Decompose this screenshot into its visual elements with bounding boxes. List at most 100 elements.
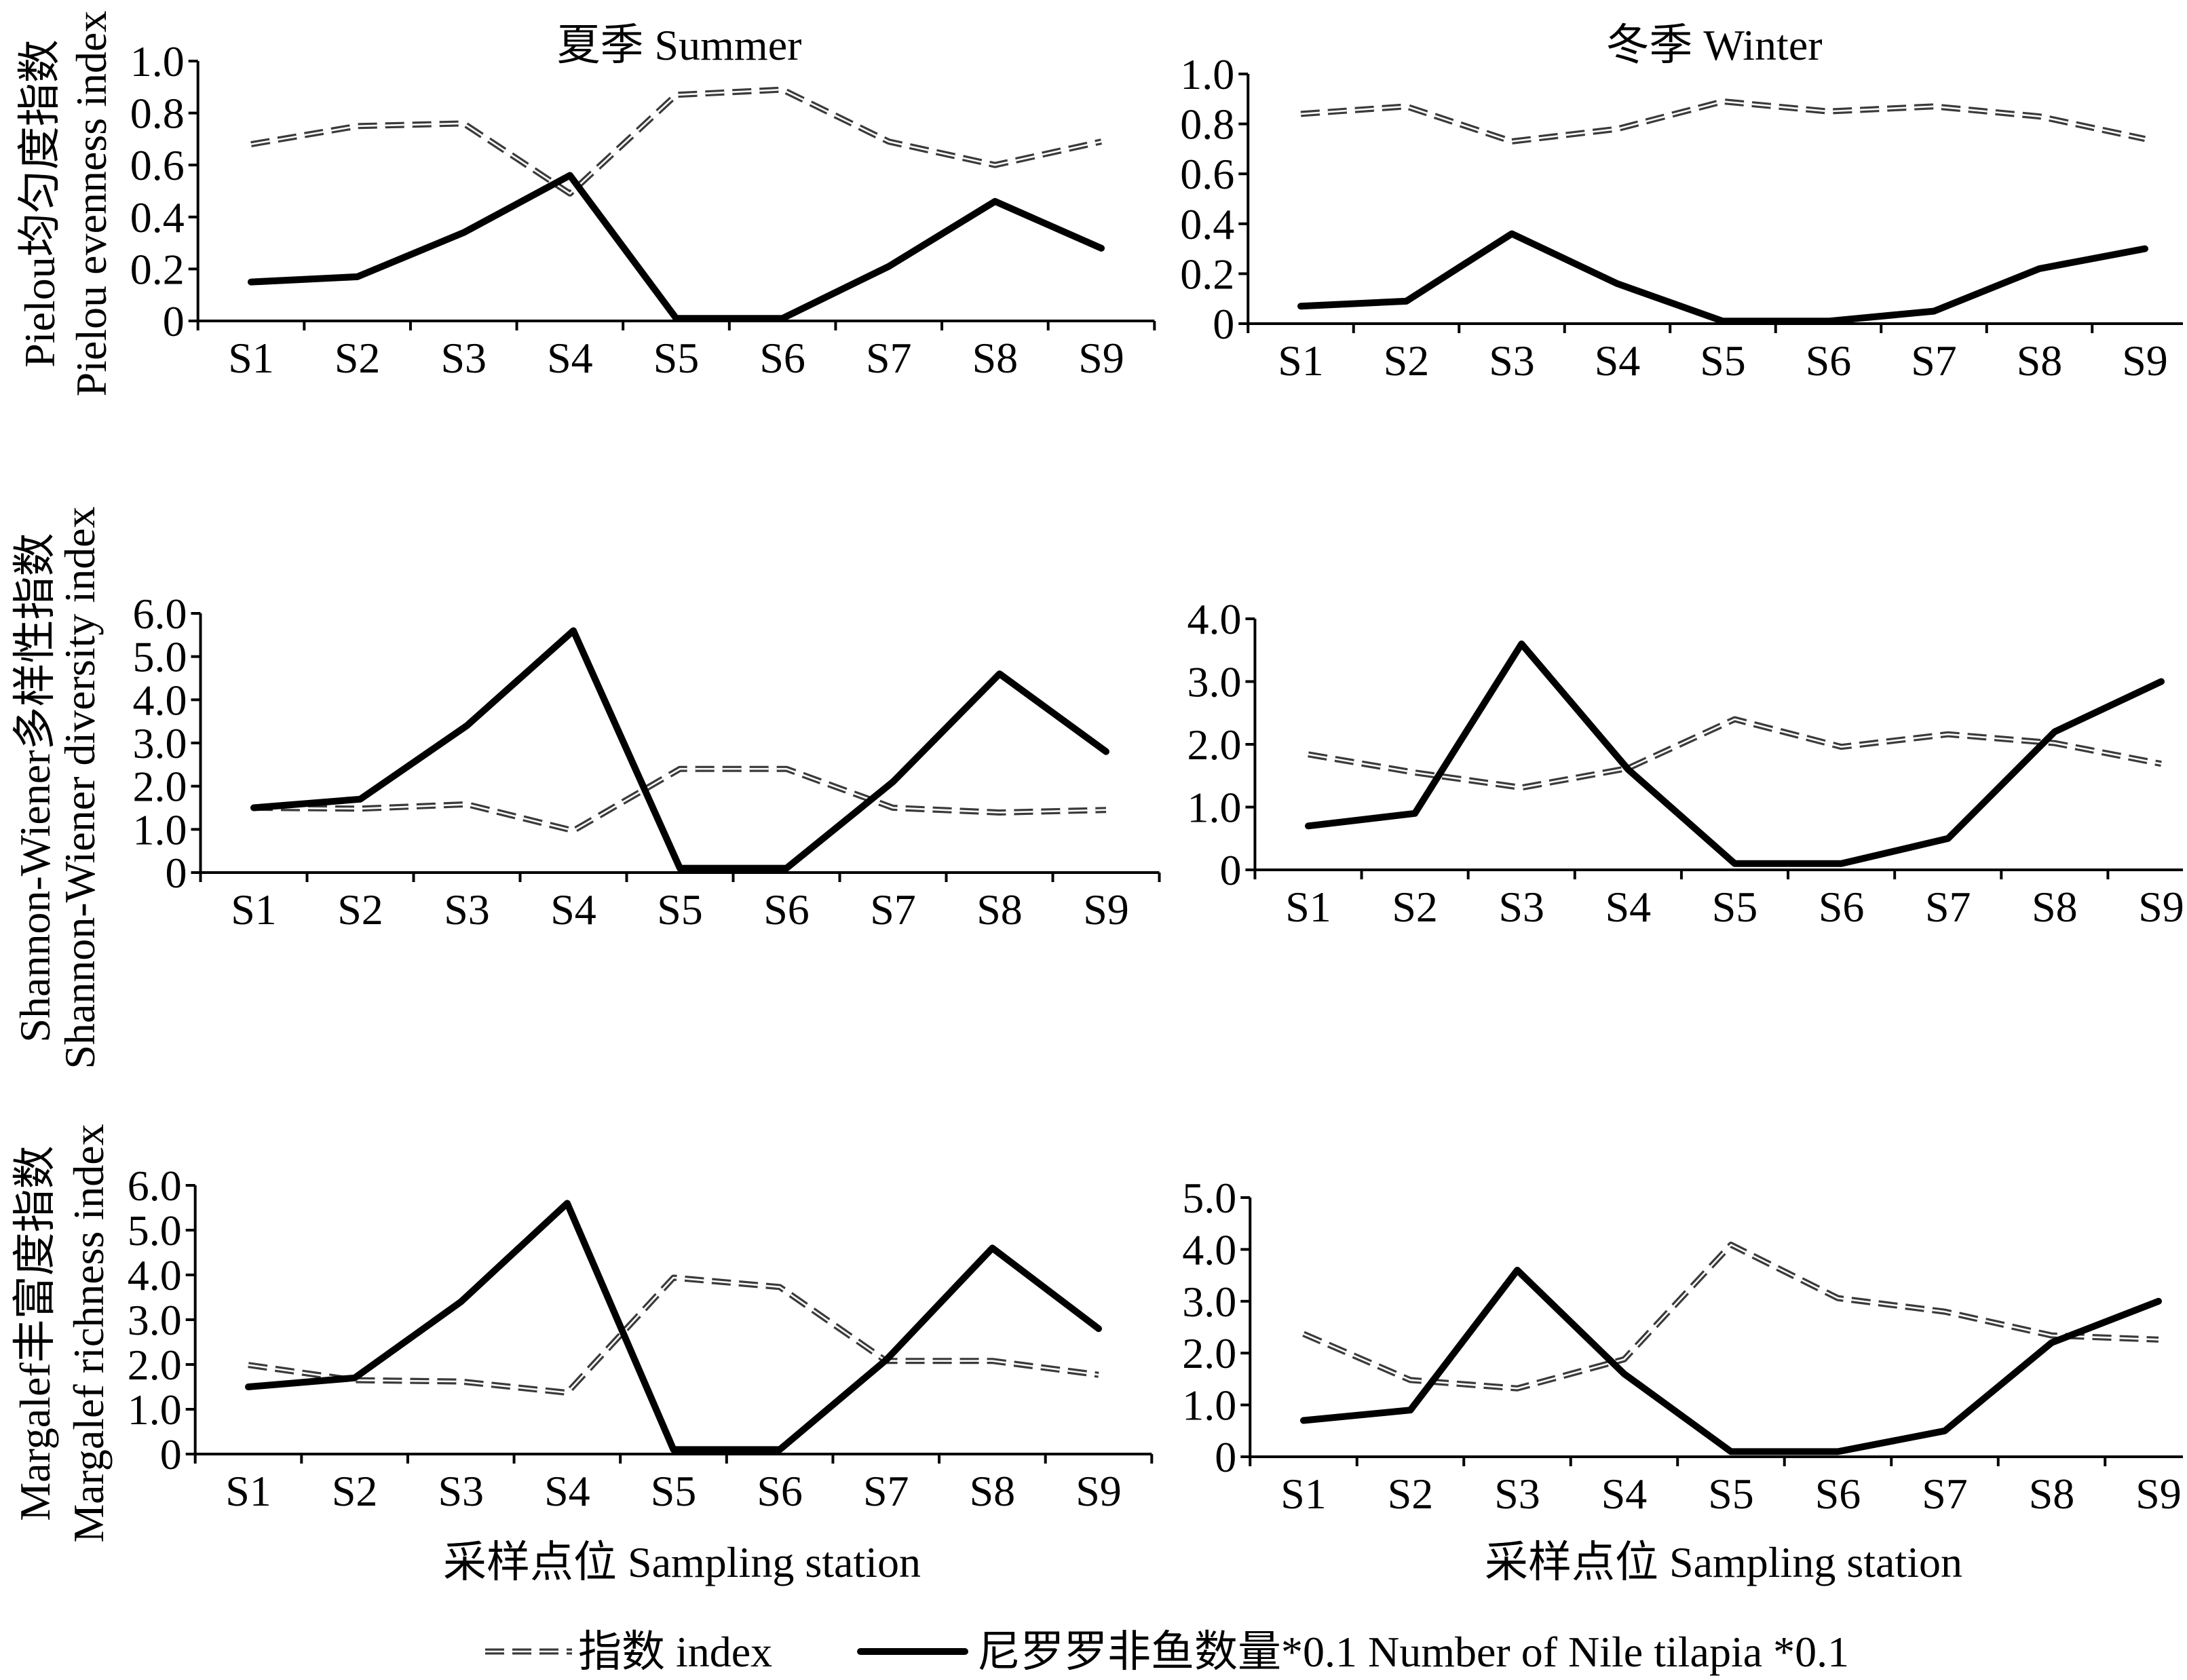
x-axis-title-summer: 采样点位 Sampling station [443, 1538, 921, 1586]
winter-shannon-x-tick-label: S1 [1285, 883, 1331, 931]
summer-pielou-x-tick-label: S1 [228, 334, 274, 382]
winter-margalef-x-tick-label: S6 [1815, 1470, 1861, 1518]
summer-margalef-panel: 01.02.03.04.05.06.0 S1 S2 S3 S4 S5 S6 S7 S8 S9 [128, 1162, 1154, 1515]
winter-pielou-index-point-s6 [1825, 107, 1833, 115]
winter-shannon-y-tick-label: 2.0 [1187, 721, 1241, 769]
winter-margalef-x-tick-label: S8 [2029, 1470, 2075, 1518]
summer-margalef-y-tick-label: 0 [160, 1430, 182, 1478]
summer-shannon-x-tick-label: S2 [337, 885, 383, 934]
winter-pielou-y-tick-label: 1.0 [1180, 50, 1234, 98]
y-axis-title-shannon-line-1: Shannon-Wiener多样性指数 [11, 533, 59, 1042]
summer-margalef-y-tick-label: 2.0 [128, 1341, 182, 1389]
winter-margalef-y-tick-label: 2.0 [1182, 1329, 1236, 1377]
summer-pielou-y-tick-label: 1.0 [130, 37, 185, 85]
winter-shannon-x-tick-label: S8 [2032, 883, 2078, 931]
summer-pielou-y-tick-label: 0.8 [130, 90, 185, 138]
winter-pielou-x-tick-label: S6 [1806, 337, 1852, 385]
summer-pielou-y-tick-label: 0.6 [130, 141, 185, 189]
winter-pielou-tilapia-line [1297, 230, 2148, 325]
winter-pielou-x-tick-label: S1 [1278, 337, 1324, 385]
summer-margalef-x-tick-label: S7 [863, 1467, 909, 1515]
winter-shannon-y-tick-label: 0 [1219, 846, 1241, 894]
winter-margalef-x-tick-label: S2 [1388, 1470, 1434, 1518]
winter-pielou-x-tick-label: S3 [1489, 337, 1535, 385]
winter-margalef-index-line-core [1303, 1244, 2159, 1390]
winter-pielou-x-tick-label: S5 [1700, 337, 1746, 385]
summer-pielou-x-tick-label: S3 [440, 334, 487, 382]
winter-pielou-x-tick-label: S9 [2122, 337, 2168, 385]
winter-shannon-y-tick-label: 4.0 [1187, 595, 1241, 643]
summer-margalef-index-line-core [248, 1276, 1099, 1394]
winter-shannon-x-tick-label: S5 [1712, 883, 1758, 931]
summer-shannon-y-tick-label: 0 [166, 849, 187, 897]
summer-pielou-tilapia-line [248, 172, 1105, 322]
summer-margalef-x-tick-label: S4 [544, 1467, 590, 1515]
y-axis-title-pielou-line-2: Pielou evenness index [67, 11, 115, 397]
summer-pielou-x-tick-label: S6 [759, 334, 805, 382]
winter-margalef-x-tick-label: S5 [1708, 1470, 1754, 1518]
winter-margalef-y-tick-label: 4.0 [1182, 1225, 1236, 1274]
summer-margalef-index-point-s3 [457, 1377, 465, 1386]
winter-pielou-y-tick-label: 0 [1213, 300, 1234, 348]
summer-margalef-index-line-stroke [248, 1274, 1099, 1396]
winter-margalef-panel: 01.02.03.04.05.0 S1 S2 S3 S4 S5 S6 S7 S8 S9 [1182, 1174, 2183, 1518]
summer-shannon-x-tick-label: S5 [657, 885, 703, 934]
winter-pielou-x-tick-label: S4 [1595, 337, 1641, 385]
summer-margalef-x-tick-label: S1 [225, 1467, 271, 1515]
summer-margalef-tilapia-line [245, 1200, 1102, 1453]
summer-margalef-y-tick-label: 6.0 [128, 1162, 182, 1210]
summer-margalef-y-tick-label: 4.0 [128, 1251, 182, 1299]
summer-margalef-x-tick-label: S2 [332, 1467, 378, 1515]
winter-pielou-index-line-core [1300, 100, 2146, 142]
legend-item-index: 指数 index [485, 1628, 772, 1676]
summer-margalef-y-tick-label: 3.0 [128, 1296, 182, 1344]
y-axis-title-pielou: Pielou均匀度指数 Pielou evenness index [16, 11, 115, 397]
column-title-summer: 夏季 Summer [557, 21, 802, 69]
summer-pielou-x-tick-label: S4 [547, 334, 593, 382]
winter-pielou-panel: 00.20.40.60.81.0 S1 S2 S3 S4 S5 S6 S7 S8 S9 [1180, 50, 2183, 385]
y-axis-title-margalef-line-1: Margalef丰富度指数 [11, 1145, 59, 1521]
winter-shannon-x-tick-label: S7 [1925, 883, 1971, 931]
summer-shannon-index-point-s3 [463, 800, 471, 808]
summer-margalef-x-tick-label: S8 [970, 1467, 1016, 1515]
column-title-winter: 冬季 Winter [1605, 21, 1822, 69]
winter-margalef-index-line [1302, 1242, 2159, 1392]
winter-pielou-x-tick-label: S8 [2017, 337, 2063, 385]
summer-shannon-y-tick-label: 6.0 [133, 590, 187, 638]
winter-pielou-y-tick-label: 0.2 [1180, 250, 1234, 298]
summer-shannon-x-tick-label: S7 [870, 885, 916, 934]
summer-shannon-x-tick-label: S9 [1083, 885, 1129, 934]
summer-pielou-x-tick-label: S2 [335, 334, 381, 382]
winter-shannon-x-tick-label: S6 [1819, 883, 1865, 931]
x-axis-title-winter: 采样点位 Sampling station [1485, 1538, 1962, 1586]
summer-shannon-y-tick-label: 4.0 [133, 676, 187, 724]
winter-pielou-y-tick-label: 0.4 [1180, 200, 1234, 248]
winter-pielou-x-tick-label: S2 [1384, 337, 1430, 385]
summer-pielou-index-line-stroke [250, 86, 1102, 197]
winter-margalef-x-tick-label: S1 [1280, 1470, 1327, 1518]
summer-pielou-x-tick-label: S7 [866, 334, 912, 382]
winter-margalef-x-tick-label: S9 [2135, 1470, 2182, 1518]
winter-margalef-index-line-stroke [1302, 1242, 2159, 1392]
winter-pielou-index-line [1300, 98, 2146, 145]
winter-shannon-tilapia-line [1305, 641, 2165, 867]
summer-margalef-x-tick-label: S5 [651, 1467, 697, 1515]
winter-shannon-x-tick-label: S9 [2138, 883, 2184, 931]
y-axis-title-margalef: Margalef丰富度指数 Margalef richness index [11, 1124, 113, 1542]
summer-margalef-x-tick-label: S6 [757, 1467, 803, 1515]
winter-shannon-x-tick-label: S3 [1498, 883, 1544, 931]
summer-margalef-index-line [248, 1274, 1099, 1396]
summer-pielou-index-line [250, 86, 1102, 197]
winter-margalef-y-tick-label: 0 [1215, 1433, 1236, 1481]
winter-shannon-x-tick-label: S2 [1392, 883, 1438, 931]
winter-pielou-index-line-stroke [1300, 98, 2146, 145]
summer-shannon-x-tick-label: S3 [444, 885, 490, 934]
winter-shannon-x-tick-label: S4 [1605, 883, 1652, 931]
winter-pielou-y-tick-label: 0.8 [1180, 100, 1234, 149]
winter-shannon-y-tick-label: 3.0 [1187, 658, 1241, 706]
winter-shannon-index-line [1308, 716, 2162, 791]
y-axis-title-shannon-line-2: Shannon-Wiener diversity index [56, 506, 104, 1069]
summer-shannon-panel: 01.02.03.04.05.06.0 S1 S2 S3 S4 S5 S6 S7 S8 S9 [133, 590, 1161, 934]
y-axis-title-shannon: Shannon-Wiener多样性指数 Shannon-Wiener diver… [11, 506, 104, 1069]
summer-pielou-x-tick-label: S8 [972, 334, 1019, 382]
